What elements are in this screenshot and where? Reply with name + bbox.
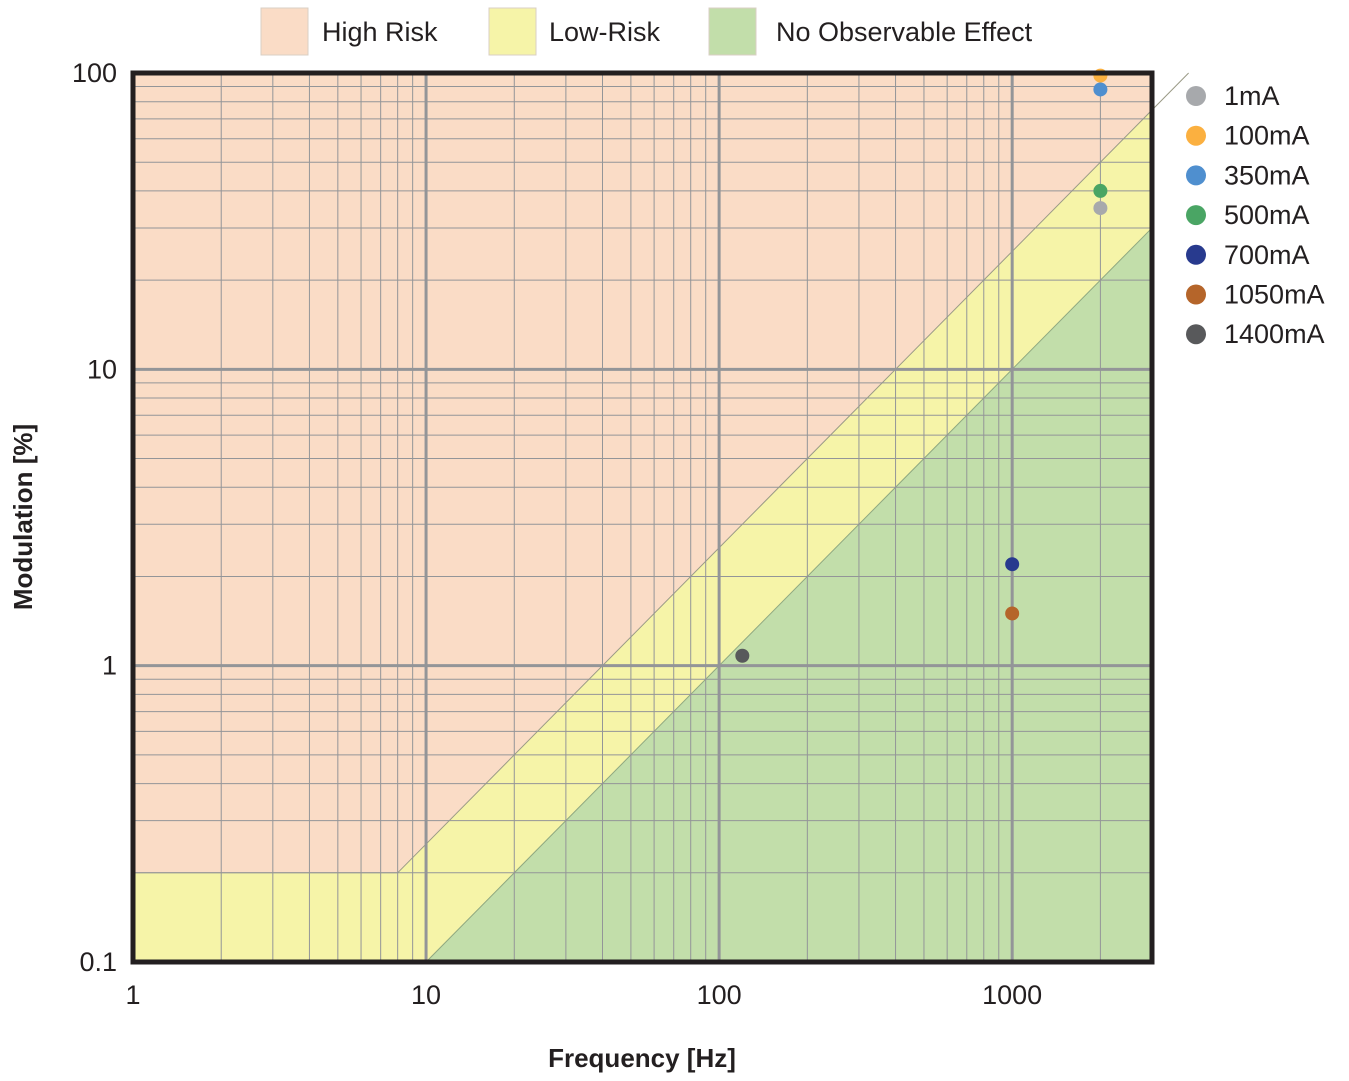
data-point-350ma bbox=[1093, 82, 1108, 97]
series-legend-marker bbox=[1186, 165, 1206, 186]
grid-lines bbox=[131, 73, 1153, 962]
boundary-no-effect bbox=[425, 227, 1153, 963]
data-point-700ma bbox=[1005, 557, 1020, 572]
y-tick-label: 10 bbox=[87, 354, 117, 384]
series-legend-label: 100mA bbox=[1224, 121, 1310, 151]
series-legend-marker bbox=[1186, 284, 1206, 305]
series-legend-label: 350mA bbox=[1224, 160, 1310, 190]
risk-regions bbox=[133, 72, 1189, 963]
y-tick-label: 0.1 bbox=[79, 947, 117, 977]
x-tick-label: 1 bbox=[125, 980, 140, 1010]
region-legend-label: High Risk bbox=[322, 17, 438, 47]
data-point-1050ma bbox=[1005, 606, 1020, 621]
data-point-1ma bbox=[1093, 201, 1108, 216]
series-legend-marker bbox=[1186, 125, 1206, 146]
series-legend-marker bbox=[1186, 86, 1206, 106]
y-axis-ticks: 0.1 1 10 100 bbox=[72, 58, 117, 977]
series-legend-marker bbox=[1186, 205, 1206, 226]
x-tick-label: 10 bbox=[411, 980, 441, 1010]
series-legend-label: 1400mA bbox=[1224, 319, 1325, 349]
region-legend-swatch bbox=[488, 7, 537, 56]
series-legend-marker bbox=[1186, 324, 1206, 345]
x-tick-label: 100 bbox=[697, 980, 742, 1010]
series-legend-label: 700mA bbox=[1224, 240, 1310, 270]
series-legend-label: 1050mA bbox=[1224, 280, 1325, 310]
x-axis-ticks: 1 10 100 1000 bbox=[125, 980, 1042, 1010]
series-legend-label: 500mA bbox=[1224, 200, 1310, 230]
series-legend: 1mA 100mA 350mA 500mA 700mA 1050mA 1400mA bbox=[1186, 81, 1325, 349]
y-tick-label: 100 bbox=[72, 58, 117, 88]
y-axis-title: Modulation [%] bbox=[8, 424, 38, 610]
region-legend: High Risk Low-Risk No Observable Effect bbox=[260, 7, 1033, 56]
plot-frame bbox=[130, 70, 1155, 965]
data-point-1400ma bbox=[735, 648, 750, 663]
region-legend-swatch bbox=[260, 7, 309, 56]
region-legend-label: Low-Risk bbox=[549, 17, 661, 47]
region-legend-swatch bbox=[708, 7, 757, 56]
region-legend-label: No Observable Effect bbox=[776, 17, 1033, 47]
data-point-500ma bbox=[1093, 183, 1108, 198]
y-tick-label: 1 bbox=[102, 651, 117, 681]
series-legend-label: 1mA bbox=[1224, 81, 1280, 111]
series-legend-marker bbox=[1186, 244, 1206, 265]
x-tick-label: 1000 bbox=[982, 980, 1042, 1010]
x-axis-title: Frequency [Hz] bbox=[548, 1043, 736, 1073]
